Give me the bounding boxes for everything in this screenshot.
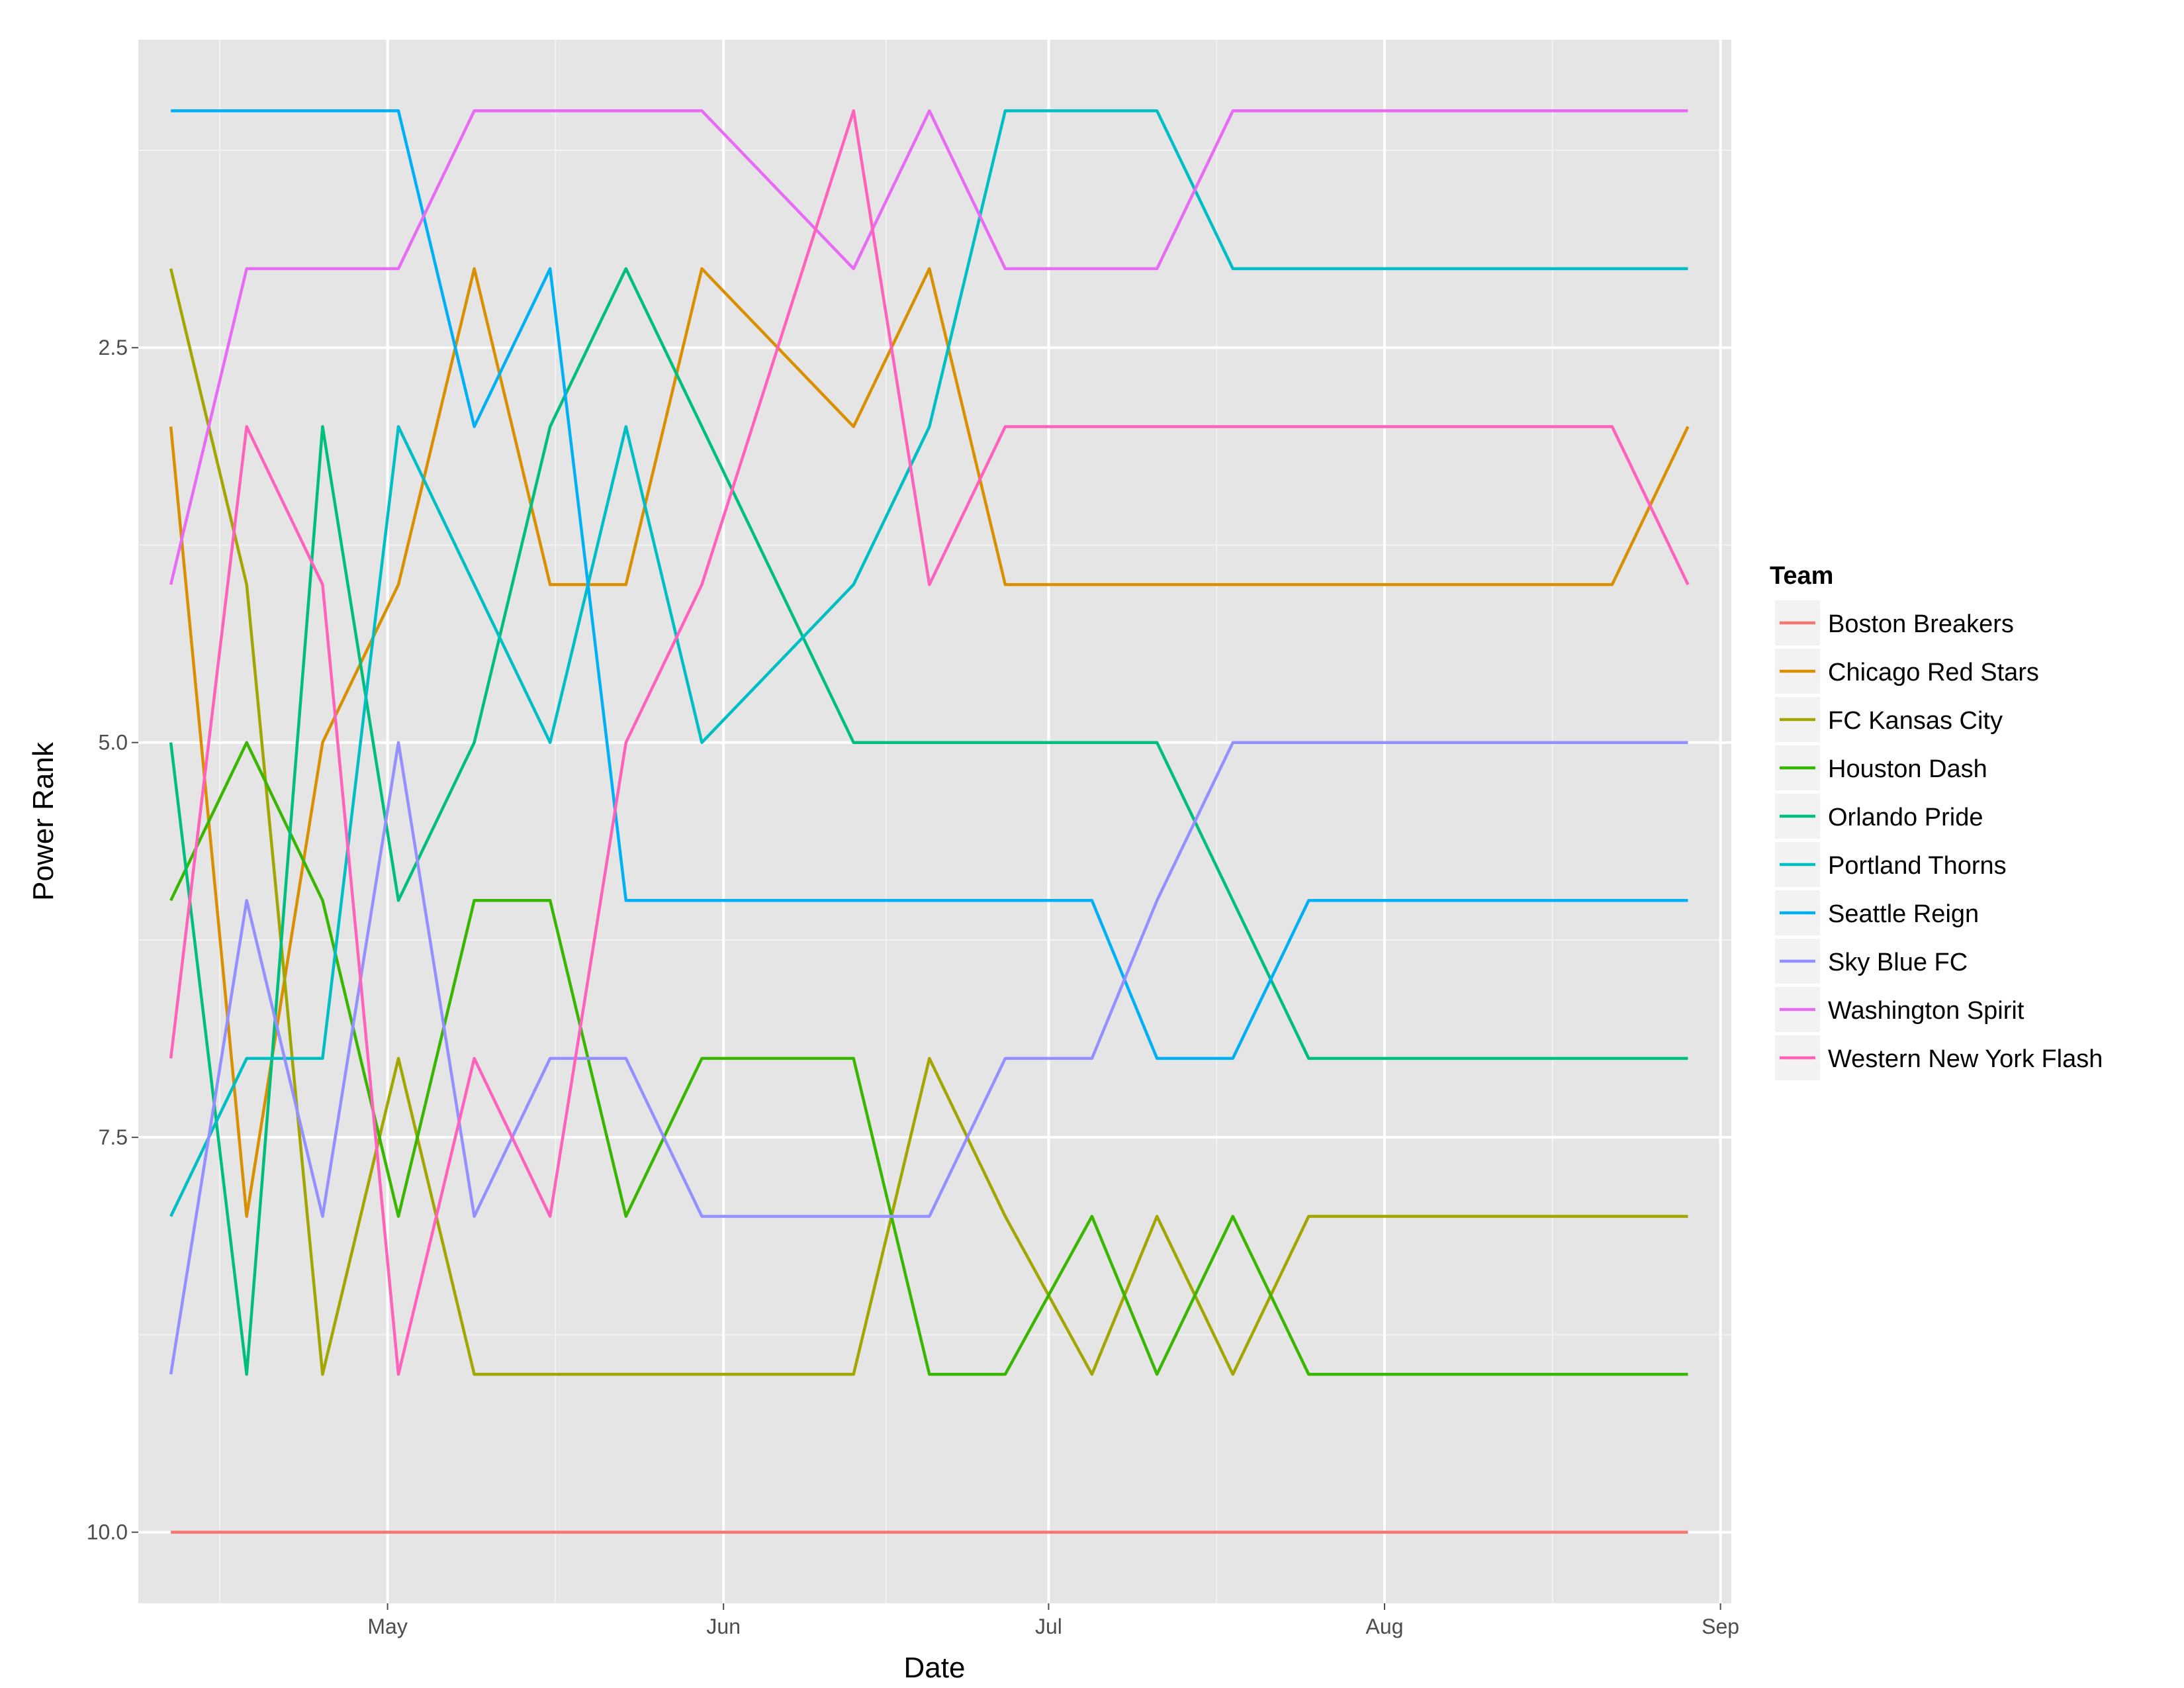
series-line-western-new-york-flash <box>169 109 1690 1376</box>
legend-label: Sky Blue FC <box>1828 949 1968 976</box>
legend-label: Chicago Red Stars <box>1828 659 2039 686</box>
x-tick-label: May <box>367 1615 407 1638</box>
y-tick-label: 5.0 <box>99 731 128 755</box>
y-tick-label: 2.5 <box>99 336 128 359</box>
y-tick-label: 7.5 <box>99 1125 128 1149</box>
legend-label: Washington Spirit <box>1828 997 2025 1025</box>
x-tick-label: Sep <box>1702 1615 1739 1638</box>
y-tick-label: 10.0 <box>87 1521 128 1544</box>
legend: Team Boston Breakers Chicago Red Stars FC … <box>1770 562 2103 1080</box>
plot-panel <box>138 40 1731 1603</box>
x-axis-title: Date <box>904 1652 966 1684</box>
legend-label: Houston Dash <box>1828 755 1987 783</box>
x-tick-label: Jul <box>1035 1615 1062 1638</box>
legend-label: FC Kansas City <box>1828 707 2003 735</box>
series-line-seattle-reign <box>171 109 1688 1060</box>
legend-label: Boston Breakers <box>1828 610 2014 638</box>
x-tick-label: Aug <box>1366 1615 1404 1638</box>
legend-label: Orlando Pride <box>1828 804 1983 831</box>
axis-ticks: 2.5 5.0 7.5 10.0 May Jun Jul Aug Sep <box>87 336 1739 1638</box>
y-axis-title: Power Rank <box>27 741 60 901</box>
legend-label: Portland Thorns <box>1828 852 2007 880</box>
series-line-fc-kansas-city <box>169 268 1688 1376</box>
series-line-sky-blue-fc <box>169 741 1688 1375</box>
x-tick-label: Jun <box>706 1615 741 1638</box>
legend-title: Team <box>1770 562 1833 590</box>
legend-label: Western New York Flash <box>1828 1045 2103 1073</box>
series-line-washington-spirit <box>169 109 1688 585</box>
series-line-orlando-pride <box>169 267 1688 1376</box>
legend-label: Seattle Reign <box>1828 900 1979 928</box>
series-lines <box>169 109 1690 1534</box>
series-line-portland-thorns <box>169 109 1688 1217</box>
